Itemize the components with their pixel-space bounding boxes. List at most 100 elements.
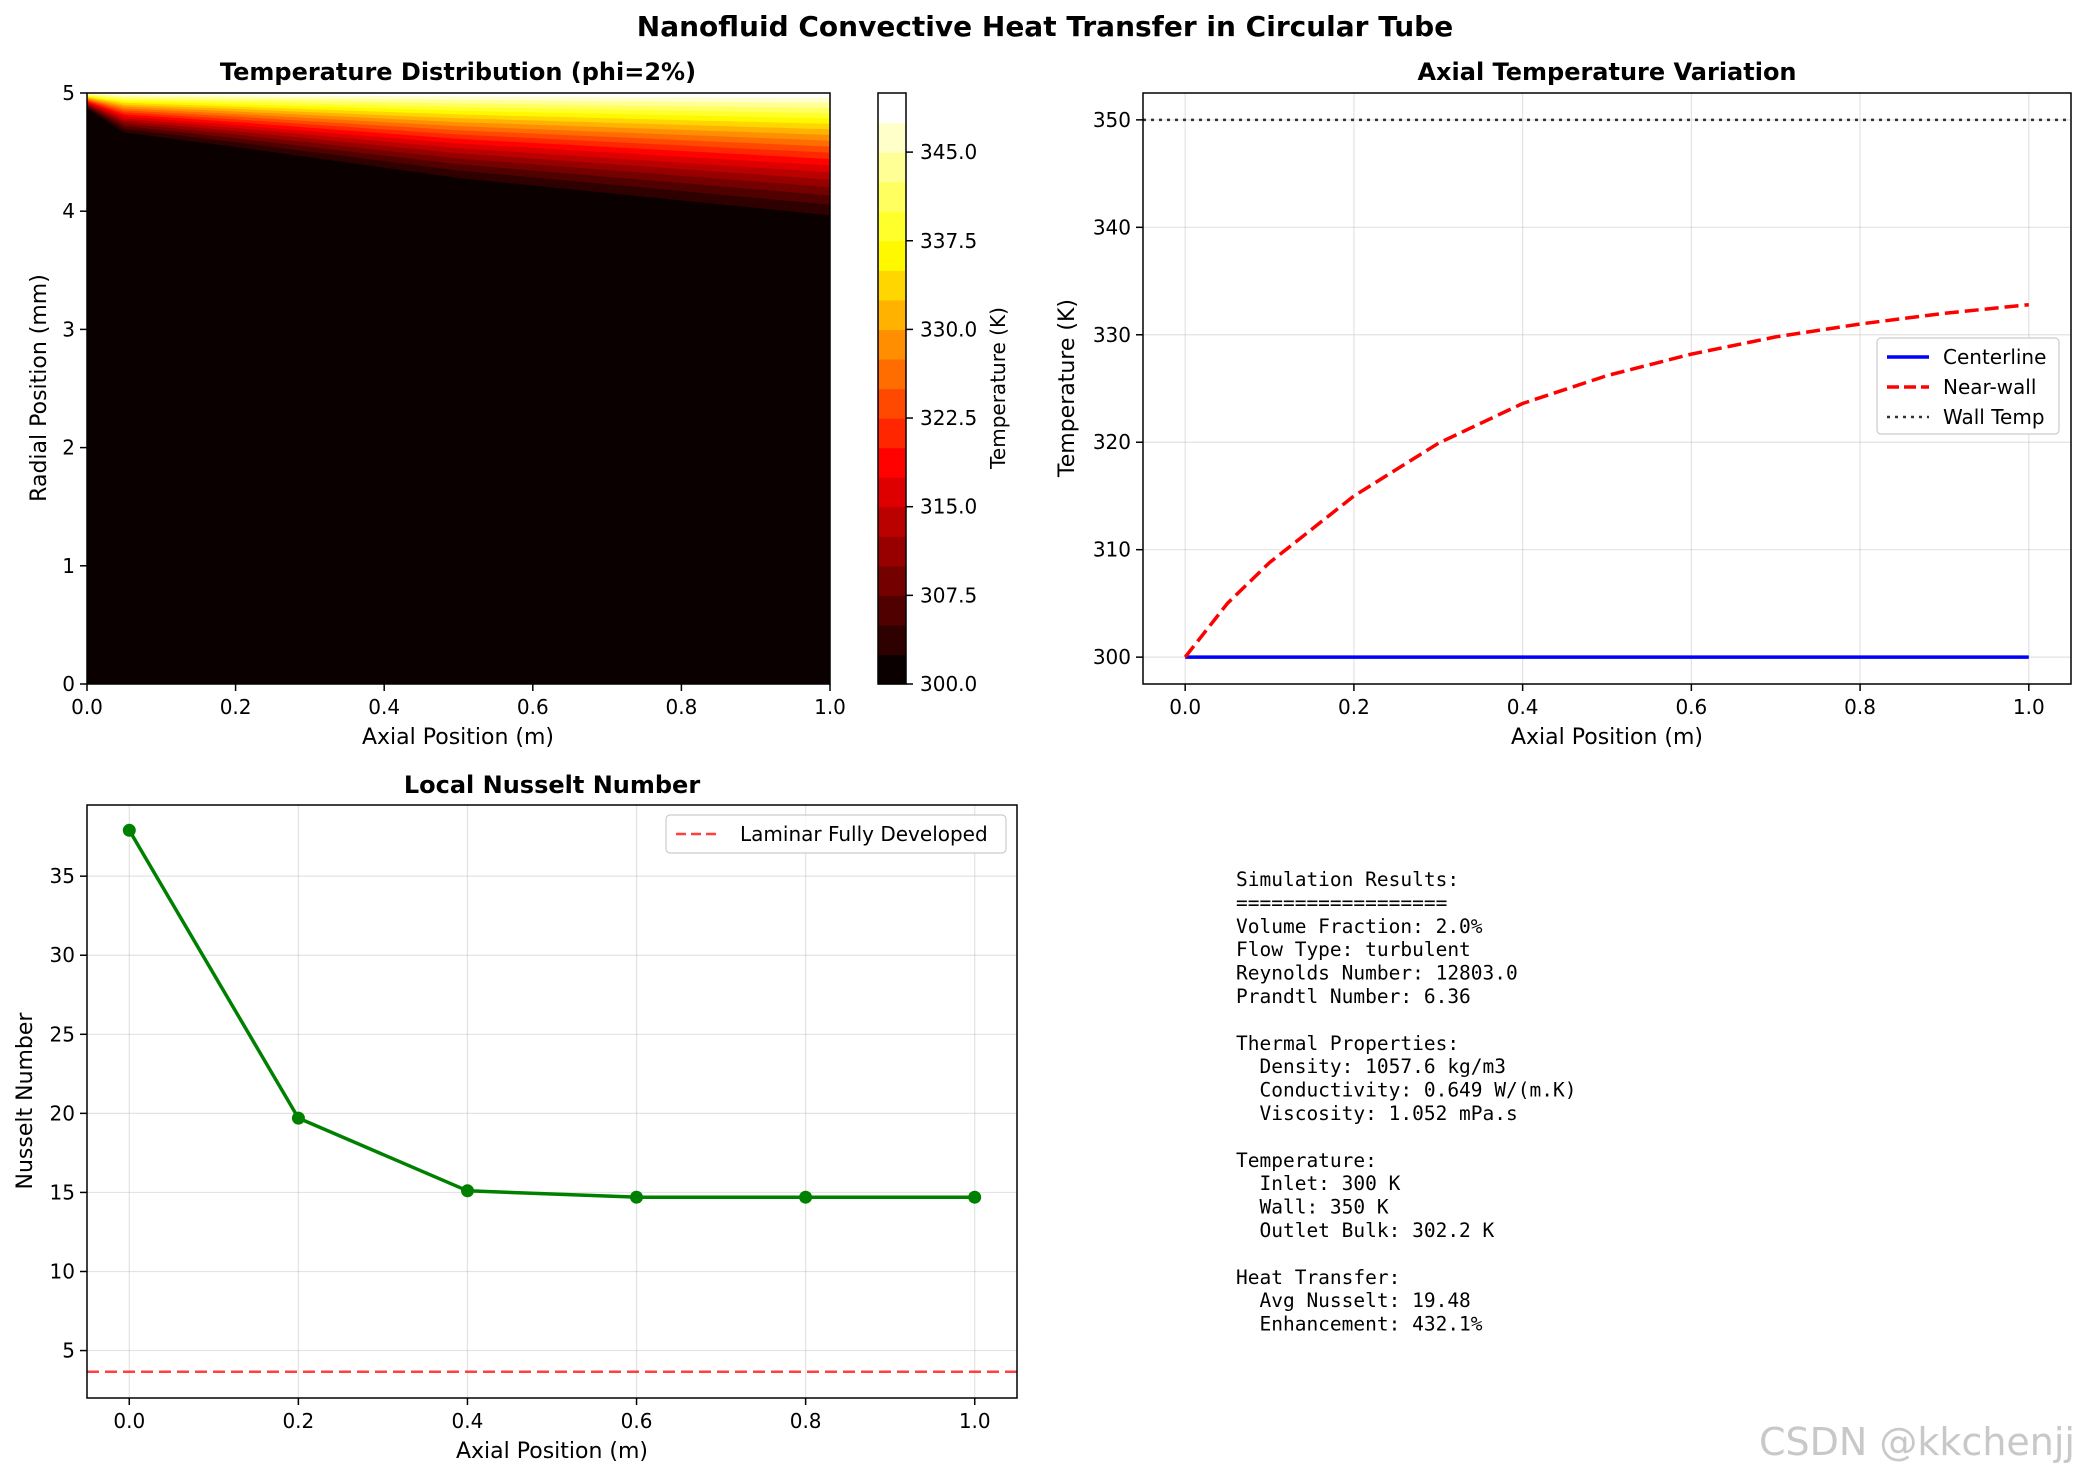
nusselt-point (968, 1190, 982, 1204)
colorbar-segment (878, 447, 906, 478)
heatmap-x-tick-label: 0.2 (220, 695, 252, 719)
nusselt-x-tick-label: 0.0 (113, 1409, 145, 1433)
axial-x-tick-label: 0.8 (1844, 695, 1876, 719)
nusselt-point (461, 1184, 474, 1198)
nusselt-series (87, 823, 1017, 1373)
heatmap-field (87, 93, 830, 684)
colorbar-segment (878, 536, 906, 567)
colorbar-segment (878, 595, 906, 626)
nusselt-axes: 0.0 0.2 0.4 0.6 0.8 1.0 5 10 15 20 25 30 35 (50, 864, 991, 1433)
watermark: CSDN @kkchenjj (1759, 1420, 2075, 1464)
heatmap-x-tick-label: 0.6 (517, 695, 549, 719)
colorbar-segment (878, 654, 906, 685)
nusselt-ylabel: Nusselt Number (13, 1012, 38, 1190)
nusselt-y-tick-label: 35 (50, 864, 75, 888)
colorbar-segment (878, 211, 906, 242)
axial-title: Axial Temperature Variation (1417, 58, 1796, 86)
results-line: Temperature: (1236, 1149, 1377, 1172)
axial-x-tick-label: 0.6 (1675, 695, 1707, 719)
colorbar-segment (878, 93, 906, 124)
colorbar-segment (878, 565, 906, 596)
colorbar-segment (878, 506, 906, 537)
colorbar-tick-label: 337.5 (920, 229, 977, 253)
results-line: Flow Type: turbulent (1236, 938, 1471, 961)
nusselt-plot-frame (86, 804, 1018, 1399)
axial-y-tick-label: 330 (1093, 323, 1131, 347)
heatmap-y-tick-label: 5 (62, 81, 75, 105)
axial-y-tick-label: 300 (1093, 645, 1131, 669)
nusselt-x-tick-label: 0.2 (282, 1409, 314, 1433)
colorbar-segment (878, 418, 906, 449)
nusselt-local-line (127, 829, 975, 1199)
heatmap-x-tick-label: 1.0 (814, 695, 846, 719)
nusselt-y-tick-label: 20 (50, 1101, 75, 1125)
nusselt-x-tick-label: 1.0 (959, 1409, 991, 1433)
colorbar-segment (878, 181, 906, 212)
results-line: Inlet: 300 K (1236, 1172, 1401, 1195)
axial-x-tick-label: 1.0 (2013, 695, 2045, 719)
axial-x-tick-label: 0.4 (1507, 695, 1539, 719)
nusselt-title: Local Nusselt Number (404, 771, 700, 799)
heatmap-plot-frame (86, 92, 831, 685)
axial-y-tick-label: 350 (1093, 108, 1131, 132)
heatmap-axes: 0.0 0.2 0.4 0.6 0.8 1.0 0 1 2 3 4 5 (62, 81, 846, 719)
axial-y-tick-label: 320 (1093, 430, 1131, 454)
axial-series (1143, 118, 2071, 659)
axial-series-near-wall (1183, 302, 2029, 659)
colorbar-tick-label: 307.5 (920, 583, 977, 607)
colorbar-segment (878, 270, 906, 301)
colorbar-segment (878, 122, 906, 153)
nusselt-point (291, 1111, 305, 1125)
axial-axes: 0.0 0.2 0.4 0.6 0.8 1.0 300 310 320 330 340 350 (1093, 108, 2045, 719)
results-line: ================== (1236, 891, 1447, 914)
colorbar-tick-label: 345.0 (920, 140, 977, 164)
heatmap-xlabel: Axial Position (m) (362, 725, 554, 750)
local-nusselt-panel: Local Nusselt Number 0.0 0.2 0.4 0.6 0.8 1.0 5… (13, 771, 1018, 1464)
colorbar-segment (878, 299, 906, 330)
results-line: Outlet Bulk: 302.2 K (1236, 1219, 1495, 1242)
heatmap-y-tick-label: 2 (62, 436, 75, 460)
heatmap-y-tick-label: 1 (62, 554, 75, 578)
axial-ylabel: Temperature (K) (1055, 299, 1080, 478)
heatmap-ylabel: Radial Position (mm) (27, 274, 52, 502)
nusselt-y-tick-label: 25 (50, 1022, 75, 1046)
colorbar-segment (878, 624, 906, 656)
colorbar-tick-label: 322.5 (920, 406, 977, 430)
colorbar-segment (878, 329, 906, 360)
axial-x-tick-label: 0.2 (1338, 695, 1370, 719)
axial-legend-label: Wall Temp (1943, 405, 2045, 429)
nusselt-grid (87, 805, 1017, 1398)
axial-legend-label: Near-wall (1943, 375, 2036, 399)
nusselt-point (122, 823, 136, 837)
nusselt-y-tick-label: 10 (50, 1259, 75, 1283)
colorbar-segment (878, 388, 906, 419)
colorbar-tick-label: 315.0 (920, 495, 977, 519)
colorbar-frame (877, 92, 907, 685)
heatmap-x-tick-label: 0.4 (368, 695, 400, 719)
nusselt-legend-box (665, 814, 1007, 854)
colorbar-segment (878, 152, 906, 183)
nusselt-x-tick-label: 0.6 (621, 1409, 653, 1433)
heatmap-x-tick-label: 0.0 (71, 695, 103, 719)
heatmap-x-tick-label: 0.8 (665, 695, 697, 719)
nusselt-y-tick-label: 30 (50, 943, 75, 967)
axial-plot-frame (1142, 92, 2072, 685)
heatmap-y-tick-label: 3 (62, 317, 75, 341)
axial-legend-label: Centerline (1943, 345, 2046, 369)
nusselt-legend: Laminar Fully Developed (665, 814, 1007, 854)
colorbar-tick-label: 330.0 (920, 317, 977, 341)
colorbar-segment (878, 240, 906, 271)
results-line: Wall: 350 K (1236, 1196, 1389, 1219)
heatmap-y-tick-label: 4 (62, 199, 75, 223)
colorbar-label: Temperature (K) (986, 307, 1010, 470)
results-line: Thermal Properties: (1236, 1032, 1459, 1055)
nusselt-legend-label: Laminar Fully Developed (740, 822, 988, 846)
heatmap-band (87, 93, 830, 98)
axial-y-tick-label: 340 (1093, 215, 1131, 239)
results-line: Viscosity: 1.052 mPa.s (1236, 1102, 1518, 1125)
results-line: Enhancement: 432.1% (1236, 1313, 1483, 1336)
axial-legend-box (1876, 337, 2060, 435)
results-line: Simulation Results: (1236, 868, 1459, 891)
results-line: Conductivity: 0.649 W/(m.K) (1236, 1079, 1576, 1102)
results-line: Reynolds Number: 12803.0 (1236, 962, 1518, 985)
